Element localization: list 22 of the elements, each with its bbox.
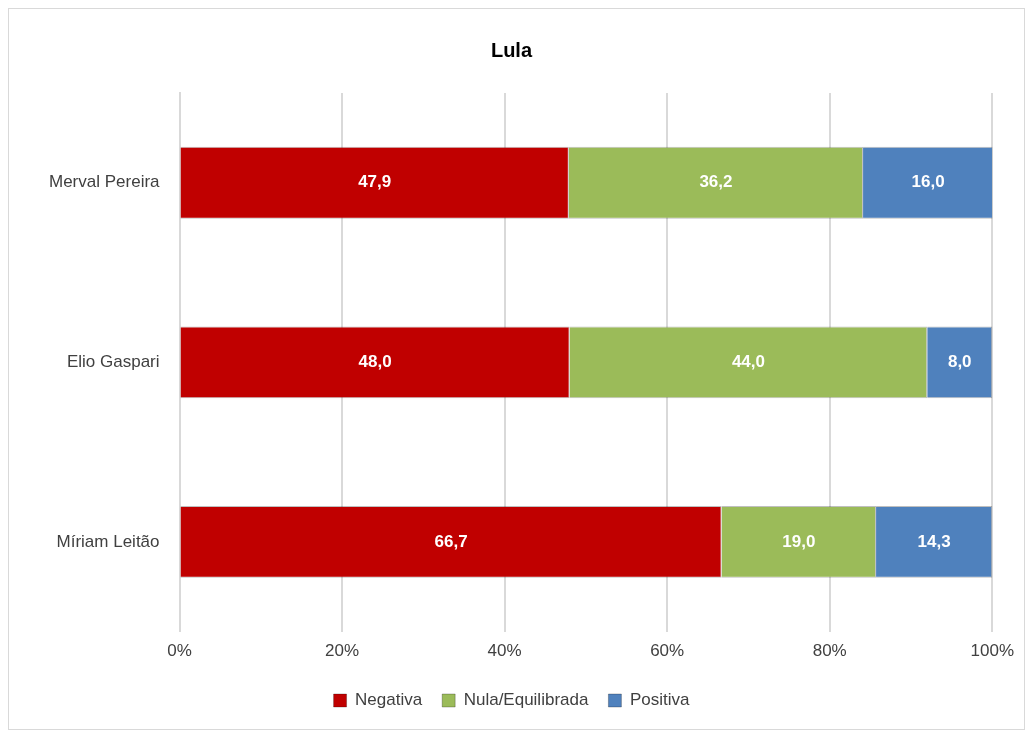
data-label: 8,0 xyxy=(947,351,972,371)
data-label: 48,0 xyxy=(358,351,392,371)
y-tick-label: Merval Pereira xyxy=(48,172,161,192)
data-label: 19,0 xyxy=(782,531,816,551)
data-label: 47,9 xyxy=(358,172,392,192)
x-tick-label: 80% xyxy=(812,641,847,661)
legend-label: Negativa xyxy=(355,690,423,710)
legend-label: Nula/Equilibrada xyxy=(463,690,589,710)
data-label: 66,7 xyxy=(434,531,468,551)
x-tick-label: 20% xyxy=(325,641,360,661)
y-tick-label: Elio Gaspari xyxy=(66,351,160,371)
x-tick-label: 100% xyxy=(970,641,1014,661)
x-tick-label: 60% xyxy=(650,641,685,661)
chart-title: Lula xyxy=(490,38,533,61)
x-tick-label: 40% xyxy=(487,641,522,661)
y-tick-label: Míriam Leitão xyxy=(56,531,160,551)
legend-label: Positiva xyxy=(629,690,690,710)
data-label: 14,3 xyxy=(917,531,951,551)
data-label: 16,0 xyxy=(911,172,945,192)
data-label: 36,2 xyxy=(699,172,733,192)
x-tick-label: 0% xyxy=(167,641,192,661)
data-label: 44,0 xyxy=(731,351,765,371)
